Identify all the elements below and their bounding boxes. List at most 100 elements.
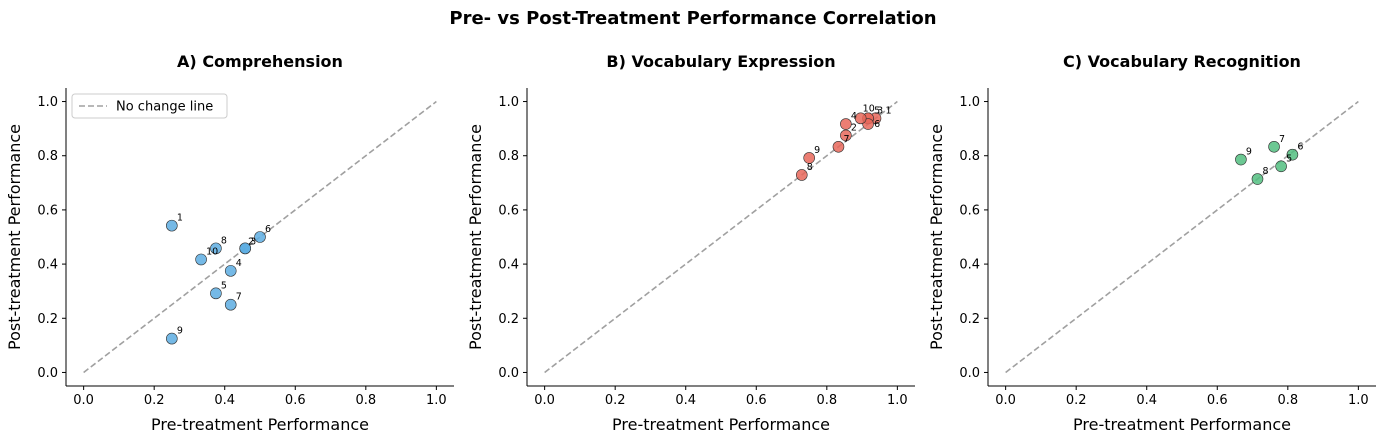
panels: 0.0 0.2 0.4 0.6 0.8 1.00.00.20.40.60.81.01234… [5,52,1376,434]
data-point-7 [832,140,845,153]
figure-title: Pre- vs Post-Treatment Performance Corre… [449,8,936,29]
point-label-10: 10 [206,246,218,257]
y-tick-label: 0.8 [959,149,980,164]
data-point-8 [795,169,808,181]
point-label-2: 2 [248,236,254,247]
x-tick-label: 0.8 [355,393,376,408]
x-tick-label: 0.4 [1136,393,1157,408]
point-label-1: 1 [177,213,183,224]
x-tick-label: 1.0 [1348,393,1369,408]
point-label-4: 4 [236,258,242,269]
x-tick-label: 0.0 [73,393,94,408]
x-tick-label: 0.6 [285,393,306,408]
x-tick-label: 0.2 [605,393,626,408]
point-label-8: 8 [221,235,227,246]
y-tick-label: 0.6 [959,203,980,218]
y-tick-label: 0.0 [498,366,519,381]
x-tick-label: 0.2 [144,393,165,408]
point-label-6: 6 [874,119,880,130]
point-label-1: 1 [885,105,891,116]
y-axis-label: Post-treatment Performance [466,124,485,350]
x-tick-label: 1.0 [887,393,908,408]
x-tick-label: 0.8 [1277,393,1298,408]
data-point-7 [1268,140,1280,153]
data-point-3 [239,242,251,255]
point-label-5: 5 [874,105,880,116]
point-label-3: 3 [877,105,883,116]
x-tick-label: 0.0 [995,393,1016,408]
x-tick-label: 0.4 [675,393,696,408]
point-label-8: 8 [807,162,813,173]
point-label-6: 6 [265,224,271,235]
y-tick-label: 0.2 [498,312,519,327]
data-point-10 [854,112,867,125]
y-tick-label: 0.2 [959,312,980,327]
point-label-7: 7 [1279,134,1285,145]
y-tick-label: 1.0 [959,95,980,110]
point-label-3: 3 [250,236,256,247]
x-axis-label: Pre-treatment Performance [151,415,369,434]
x-tick-label: 0.6 [746,393,767,408]
y-tick-label: 0.4 [498,258,519,273]
point-label-10: 10 [863,103,875,114]
data-point-5 [1275,160,1287,173]
point-label-4: 4 [851,111,857,122]
y-tick-label: 0.4 [37,258,58,273]
no-change-line [1005,100,1359,374]
no-change-line [83,100,437,374]
x-axis-label: Pre-treatment Performance [612,415,830,434]
point-label-8: 8 [1262,166,1268,177]
y-tick-label: 0.8 [37,149,58,164]
data-point-10 [195,253,207,266]
y-axis-label: Post-treatment Performance [927,124,946,350]
x-tick-label: 1.0 [426,393,447,408]
x-tick-label: 0.2 [1066,393,1087,408]
data-point-9 [803,152,815,164]
point-label-5: 5 [221,280,227,291]
x-tick-label: 0.6 [1207,393,1228,408]
y-tick-label: 0.6 [37,203,58,218]
data-point-6 [1286,148,1299,161]
y-tick-label: 0.2 [37,312,58,327]
y-tick-label: 0.0 [959,366,980,381]
point-label-9: 9 [177,326,183,337]
x-axis-label: Pre-treatment Performance [1073,415,1291,434]
y-tick-label: 1.0 [37,95,58,110]
point-label-5: 5 [1286,153,1292,164]
panel-3: 0.0 0.2 0.4 0.6 0.8 1.0 0.0 0.2 0.4 0.6 0.8 1.0 56 7 8… [927,52,1376,434]
y-axis-label: Post-treatment Performance [5,124,24,350]
y-tick-label: 0.0 [37,366,58,381]
data-point-8 [210,242,222,255]
point-label-2: 2 [851,122,857,133]
point-label-9: 9 [1246,147,1252,158]
legend-label: No change line [116,100,213,115]
data-point-9 [1235,153,1247,166]
legend-box [71,93,228,119]
x-tick-label: 0.0 [534,393,555,408]
point-label-9: 9 [814,145,820,156]
data-point-5 [210,287,222,300]
panel-title: B) Vocabulary Expression [606,52,835,71]
panel-2: 0.0 0.2 0.4 0.6 0.8 1.0 0.0 0.2 0.4 0.6 0.8 1.0 1 2 3 4… [466,52,915,434]
x-tick-label: 0.4 [214,393,235,408]
data-point-6 [254,231,266,243]
data-point-4 [224,265,237,277]
legend: No change line [71,93,228,119]
y-tick-label: 0.6 [498,203,519,218]
data-point-7 [224,298,237,311]
point-label-7: 7 [236,292,242,303]
y-tick-label: 1.0 [498,95,519,110]
panel-title: A) Comprehension [177,52,343,71]
data-point-1 [166,219,178,232]
data-point-9 [166,332,178,345]
data-point-8 [1251,173,1264,185]
y-tick-label: 0.4 [959,258,980,273]
panel-title: C) Vocabulary Recognition [1063,52,1301,71]
x-tick-label: 0.8 [816,393,837,408]
panel-1: 0.0 0.2 0.4 0.6 0.8 1.0 0.0 0.2 0.4 0.6 0.8 1.0 1 234… [5,52,454,434]
point-label-6: 6 [1297,142,1303,153]
point-label-7: 7 [843,134,849,145]
data-point-2 [840,129,852,142]
data-point-4 [840,118,852,130]
